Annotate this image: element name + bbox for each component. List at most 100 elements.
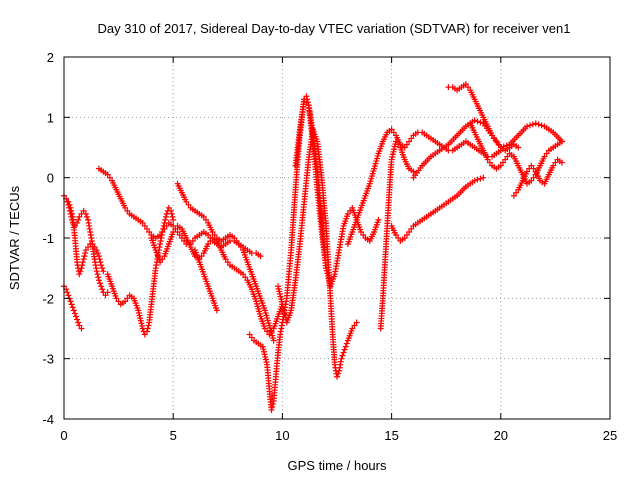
- data-point: [489, 132, 496, 139]
- data-point: [532, 120, 539, 127]
- data-point: [124, 207, 131, 214]
- series-10: [292, 96, 382, 290]
- data-point: [162, 213, 169, 220]
- data-point: [145, 322, 152, 329]
- series-17: [510, 156, 565, 199]
- data-point: [189, 238, 196, 245]
- data-point: [499, 159, 506, 166]
- x-tick-label: 10: [275, 428, 289, 443]
- data-point: [395, 141, 402, 148]
- data-points: [61, 81, 565, 413]
- series-0: [61, 192, 111, 299]
- data-point: [353, 319, 360, 326]
- data-point: [340, 349, 347, 356]
- data-point: [106, 174, 113, 181]
- data-point: [248, 334, 255, 341]
- data-point: [73, 313, 80, 320]
- data-point: [165, 204, 172, 211]
- data-point: [70, 307, 77, 314]
- data-point: [339, 352, 346, 359]
- data-point: [144, 325, 151, 332]
- data-point: [408, 225, 415, 232]
- data-point: [403, 231, 410, 238]
- data-point: [77, 268, 84, 275]
- data-point: [349, 325, 356, 332]
- data-point: [392, 138, 399, 145]
- x-tick-label: 25: [603, 428, 617, 443]
- data-point: [474, 118, 481, 125]
- data-point: [528, 177, 535, 184]
- data-point: [185, 201, 192, 208]
- data-point: [484, 156, 491, 163]
- data-point: [141, 331, 148, 338]
- data-point: [160, 222, 167, 229]
- data-point: [480, 174, 487, 181]
- data-point: [71, 310, 78, 317]
- data-point: [510, 192, 517, 199]
- data-point: [80, 207, 87, 214]
- data-point: [74, 219, 81, 226]
- data-point: [410, 168, 417, 175]
- data-point: [347, 207, 354, 214]
- data-point: [301, 96, 308, 103]
- data-point: [122, 204, 129, 211]
- data-point: [486, 159, 493, 166]
- data-point: [64, 289, 71, 296]
- series-13: [388, 174, 487, 245]
- data-point: [146, 228, 153, 235]
- data-point: [530, 174, 537, 181]
- data-point: [159, 256, 166, 263]
- data-point: [68, 207, 75, 214]
- data-point: [76, 213, 83, 220]
- data-point: [246, 331, 253, 338]
- data-point: [375, 216, 382, 223]
- data-point: [530, 165, 537, 172]
- data-point: [395, 235, 402, 241]
- data-point: [390, 129, 397, 136]
- data-point: [176, 231, 183, 238]
- data-point: [543, 150, 550, 157]
- data-point: [268, 406, 275, 413]
- data-point: [303, 93, 310, 100]
- data-point: [529, 121, 536, 128]
- data-point: [82, 210, 89, 217]
- y-axis-label: SDTVAR / TECUs: [7, 185, 22, 290]
- data-point: [471, 117, 478, 124]
- x-tick-label: 15: [384, 428, 398, 443]
- data-point: [67, 204, 74, 211]
- data-point: [541, 153, 548, 160]
- data-point: [80, 256, 87, 263]
- data-point: [79, 259, 86, 266]
- series-7: [192, 247, 220, 314]
- x-axis-label: GPS time / hours: [288, 458, 387, 473]
- series-12: [377, 138, 417, 332]
- data-point: [78, 265, 85, 272]
- data-point: [124, 295, 131, 302]
- data-point: [65, 198, 72, 205]
- data-point: [342, 343, 349, 350]
- data-point: [408, 135, 415, 142]
- y-tick-label: -2: [42, 291, 54, 306]
- data-point: [157, 259, 164, 266]
- data-point: [76, 322, 83, 329]
- data-point: [513, 189, 520, 196]
- data-point: [237, 244, 244, 251]
- data-point: [269, 403, 276, 410]
- axis-ticks: 0 5 10 15 20 25 -4 -3 -2 -1 0 1 2: [42, 50, 617, 443]
- data-point: [74, 316, 81, 323]
- y-tick-label: -3: [42, 352, 54, 367]
- data-point: [205, 231, 212, 238]
- data-point: [200, 213, 207, 220]
- data-point: [270, 337, 277, 344]
- series-16: [467, 120, 565, 187]
- data-point: [406, 228, 413, 235]
- data-point: [94, 250, 101, 257]
- data-point: [558, 138, 565, 145]
- data-point: [477, 119, 484, 126]
- series-15: [445, 81, 522, 154]
- data-point: [67, 298, 74, 305]
- data-point: [344, 210, 351, 217]
- data-point: [76, 271, 83, 278]
- data-point: [97, 280, 104, 287]
